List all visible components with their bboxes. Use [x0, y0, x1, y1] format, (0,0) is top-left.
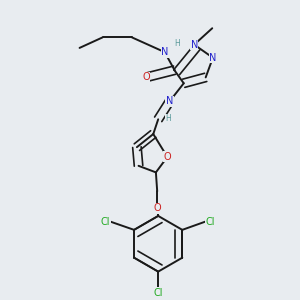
Text: Cl: Cl	[205, 217, 215, 227]
Text: N: N	[209, 53, 217, 63]
Text: Cl: Cl	[101, 217, 110, 227]
Text: O: O	[142, 72, 150, 82]
Text: Cl: Cl	[153, 288, 163, 298]
Text: H: H	[165, 114, 171, 123]
Text: O: O	[164, 152, 171, 162]
Text: N: N	[161, 47, 168, 57]
Text: N: N	[166, 96, 173, 106]
Text: N: N	[190, 40, 198, 50]
Text: O: O	[153, 203, 161, 213]
Text: H: H	[174, 40, 180, 49]
